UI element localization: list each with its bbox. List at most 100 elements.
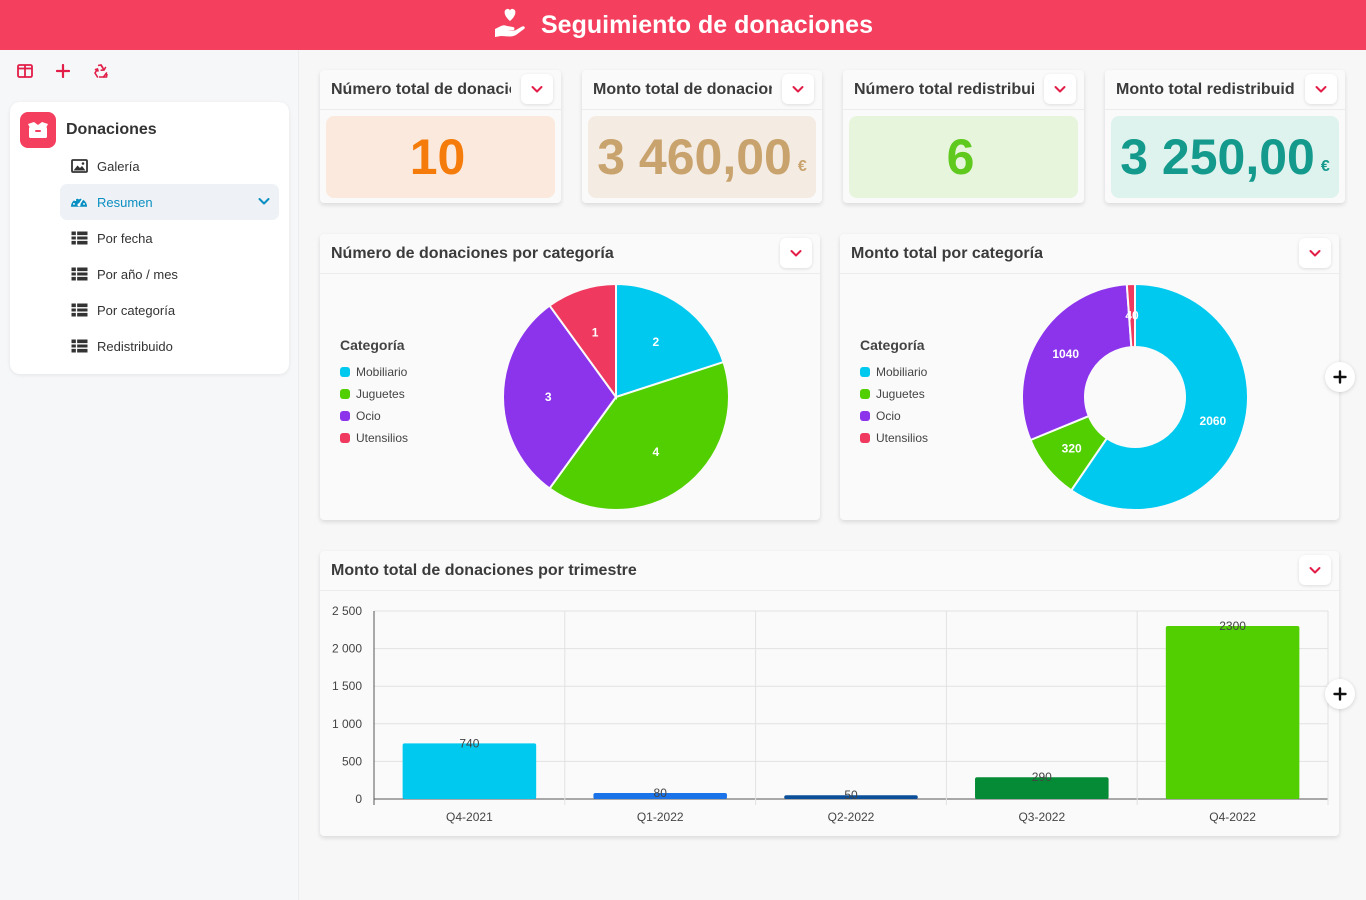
nav-section-header: Donaciones [20,112,157,148]
app-header: Seguimiento de donaciones [0,0,1366,50]
legend-swatch [340,367,350,377]
app-title: Seguimiento de donaciones [541,10,873,39]
plus-icon[interactable] [48,58,78,84]
gauge-icon [70,194,88,210]
card-title: Monto total por categoría [851,244,1043,262]
pie-slice[interactable] [548,282,617,401]
pie-chart-card: Número de donaciones por categoría Categ… [320,234,820,520]
legend-item[interactable]: Juguetes [340,383,408,405]
legend-swatch [860,389,870,399]
bar-value-label: 290 [1032,770,1052,784]
y-tick-label: 0 [355,792,362,806]
legend-item[interactable]: Ocio [340,405,408,427]
bar-value-label: 50 [844,788,858,802]
box-icon [20,112,56,148]
slice-label: 1040 [1052,347,1079,361]
legend-label: Ocio [876,409,901,423]
chevron-down-icon[interactable] [1299,555,1331,585]
metric-card-amount-redistributed: Monto total redistribuido 3 250,00 € [1105,70,1345,203]
legend-item[interactable]: Mobiliario [860,361,928,383]
legend-label: Juguetes [356,387,405,401]
chevron-down-icon[interactable] [257,194,271,211]
metric-value: 3 460,00 [597,129,792,185]
chevron-down-icon[interactable] [780,238,812,268]
y-tick-label: 2 500 [332,604,362,618]
metric-card-total-donations: Número total de donaciones 10 [320,70,561,203]
legend-item[interactable]: Ocio [860,405,928,427]
x-tick-label: Q2-2022 [828,810,875,824]
legend-swatch [340,389,350,399]
sidebar-item-galeria[interactable]: Galería [60,148,279,184]
card-title: Número total redistribuido [854,80,1034,98]
table-icon [70,338,88,354]
pie-slice[interactable] [1021,283,1133,442]
metric-box: 3 250,00 € [1111,116,1339,198]
add-widget-button[interactable] [1325,362,1355,392]
chevron-down-icon[interactable] [1305,74,1337,104]
legend-item[interactable]: Mobiliario [340,361,408,383]
bar[interactable] [402,743,537,799]
slice-label: 40 [1125,309,1139,323]
recycle-icon[interactable] [86,58,116,84]
bar-value-label: 740 [459,736,479,750]
x-tick-label: Q3-2022 [1018,810,1065,824]
sidebar-item-label: Por año / mes [97,266,178,282]
chevron-down-icon[interactable] [1299,238,1331,268]
metric-value: 6 [946,129,975,185]
legend-swatch [860,411,870,421]
metric-box: 10 [326,116,555,198]
nav-card: Donaciones Galería Resumen Por fecha [10,102,289,374]
legend-item[interactable]: Utensilios [340,427,408,449]
sidebar-item-por-ano-mes[interactable]: Por año / mes [60,256,279,292]
card-title: Monto total de donaciones por trimestre [331,561,637,579]
card-title: Número total de donaciones [331,80,511,98]
bar[interactable] [784,795,918,799]
legend-label: Ocio [356,409,381,423]
nav-section-title: Donaciones [66,121,157,138]
pie-slice[interactable] [1069,282,1249,511]
bar[interactable] [593,792,727,799]
plus-icon [1333,370,1347,384]
card-title: Número de donaciones por categoría [331,244,614,262]
sidebar-item-redistribuido[interactable]: Redistribuido [60,328,279,364]
layout-columns-icon[interactable] [10,58,40,84]
bar-chart: 0 500 1 000 1 500 2 000 2 500 740 Q4-2021 80 Q1-2… [332,604,1329,824]
pie-chart: 2 4 3 1 [502,282,730,511]
sidebar-item-label: Por fecha [97,230,153,246]
legend-item[interactable]: Utensilios [860,427,928,449]
chevron-down-icon[interactable] [521,74,553,104]
bar-value-label: 2300 [1219,619,1246,633]
sidebar-item-por-fecha[interactable]: Por fecha [60,220,279,256]
y-tick-label: 2 000 [332,642,362,656]
pie-slice[interactable] [615,282,725,399]
chevron-down-icon[interactable] [1044,74,1076,104]
add-widget-button[interactable] [1325,679,1355,709]
legend-title: Categoría [340,337,405,353]
sidebar-item-label: Por categoría [97,302,176,318]
sidebar-item-label: Resumen [97,194,153,210]
x-tick-label: Q1-2022 [637,810,684,824]
legend-label: Utensilios [356,431,409,445]
card-header: Número total redistribuido [843,70,1084,110]
slice-label: 2 [653,335,660,349]
pie-slice[interactable] [548,360,730,511]
hand-heart-icon [493,7,527,44]
sidebar-item-resumen[interactable]: Resumen [60,184,279,220]
metric-unit: € [797,158,807,175]
bar-chart-card: Monto total de donaciones por trimestre … [320,551,1339,836]
x-tick-label: Q4-2022 [1209,810,1256,824]
pie-slice[interactable] [502,304,618,490]
legend-label: Mobiliario [876,365,928,379]
bar[interactable] [1165,626,1300,799]
slice-label: 3 [545,390,552,404]
slice-label: 4 [653,445,660,459]
card-header: Monto total de donaciones [582,70,822,110]
legend-item[interactable]: Juguetes [860,383,928,405]
bar-value-label: 80 [654,786,668,800]
pie-slice[interactable] [1125,282,1136,349]
sidebar-item-por-categoria[interactable]: Por categoría [60,292,279,328]
chevron-down-icon[interactable] [782,74,814,104]
legend-label: Mobiliario [356,365,408,379]
bar[interactable] [975,777,1109,799]
card-header: Número total de donaciones [320,70,561,110]
